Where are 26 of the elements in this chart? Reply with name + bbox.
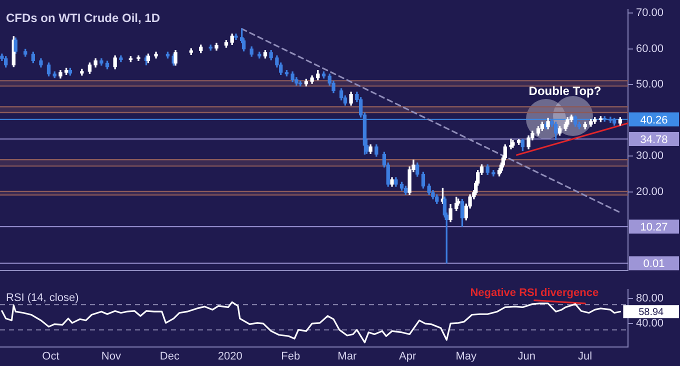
ref-line-label: 34.78 xyxy=(640,134,668,146)
x-tick-label: May xyxy=(456,350,478,362)
ref-line-label: 40.26 xyxy=(640,114,668,126)
x-tick-label: Oct xyxy=(42,350,60,362)
y-tick-label: 30.00 xyxy=(636,150,664,162)
x-tick-label: Apr xyxy=(399,350,417,362)
x-tick-label: 2020 xyxy=(218,350,242,362)
x-tick-label: Feb xyxy=(281,350,300,362)
ref-line-label: 10.27 xyxy=(640,222,668,234)
y-tick-label: 20.00 xyxy=(636,186,664,198)
y-tick-label: 70.00 xyxy=(636,7,664,20)
x-tick-label: Jul xyxy=(578,350,592,362)
y-tick-label: 50.00 xyxy=(636,78,664,91)
x-tick-label: Dec xyxy=(160,350,180,362)
x-tick-label: Nov xyxy=(101,350,122,362)
x-tick-label: Mar xyxy=(338,350,357,362)
annotation: Negative RSI divergence xyxy=(470,286,599,299)
chart-title: RSI (14, close) xyxy=(6,292,79,304)
chart-title: CFDs on WTI Crude Oil, 1D xyxy=(6,10,160,25)
data-label: 58.94 xyxy=(638,307,664,318)
y-tick-label: 40.00 xyxy=(636,318,664,330)
x-tick-label: Jun xyxy=(518,350,536,362)
y-tick-label: 80.00 xyxy=(636,292,664,304)
annotation: Double Top? xyxy=(528,84,602,98)
y-tick-label: 60.00 xyxy=(636,42,664,55)
ref-line-label: 0.01 xyxy=(643,258,665,270)
